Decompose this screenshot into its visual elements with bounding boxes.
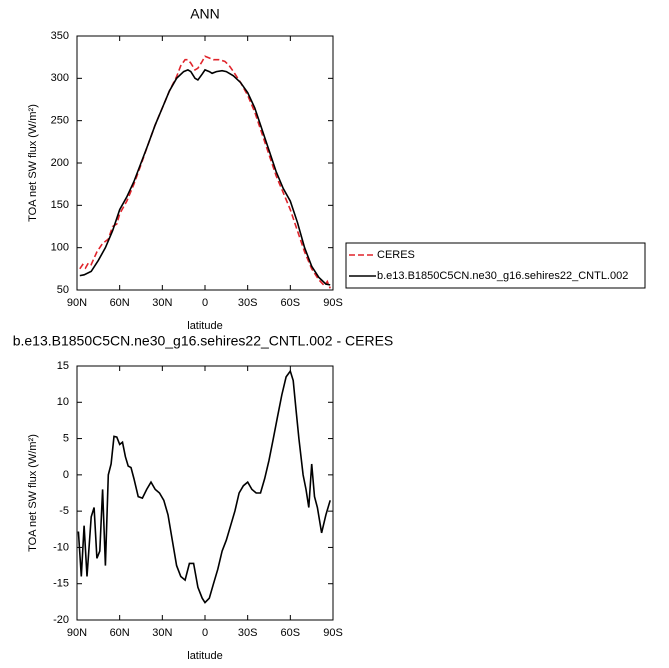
y-tick-label: 250: [51, 115, 69, 127]
y-axis-label: TOA net SW flux (W/m²): [27, 104, 39, 222]
x-tick-label: 60N: [110, 297, 130, 309]
x-tick-label: 90S: [323, 297, 343, 309]
y-tick-label: 50: [57, 284, 69, 296]
legend-label: CERES: [377, 249, 415, 261]
plot-frame: [76, 365, 334, 621]
x-tick-label: 0: [202, 627, 208, 639]
x-tick-label: 60S: [281, 297, 301, 309]
y-tick-label: 10: [57, 396, 69, 408]
x-tick-label: 30S: [238, 627, 258, 639]
x-axis-label: latitude: [187, 650, 222, 662]
data-line: [79, 55, 331, 289]
legend-label: b.e13.B1850C5CN.ne30_g16.sehires22_CNTL.…: [377, 270, 628, 282]
data-line: [79, 68, 331, 286]
y-tick-label: -10: [53, 541, 69, 553]
y-tick-label: -5: [59, 505, 69, 517]
x-tick-label: 30N: [152, 627, 172, 639]
x-tick-label: 30S: [238, 297, 258, 309]
x-tick-label: 0: [202, 297, 208, 309]
x-tick-label: 90S: [323, 627, 343, 639]
y-tick-label: 300: [51, 72, 69, 84]
x-tick-label: 60N: [110, 627, 130, 639]
y-axis-label: TOA net SW flux (W/m²): [27, 434, 39, 552]
y-tick-label: 200: [51, 157, 69, 169]
chart-title: ANN: [190, 6, 220, 22]
legend-box: [345, 242, 646, 289]
data-line: [77, 369, 331, 604]
x-axis-label: latitude: [187, 320, 222, 332]
y-tick-label: 15: [57, 360, 69, 372]
x-tick-label: 30N: [152, 297, 172, 309]
y-tick-label: -15: [53, 578, 69, 590]
y-tick-label: 5: [63, 432, 69, 444]
y-tick-label: 150: [51, 199, 69, 211]
y-tick-label: 0: [63, 469, 69, 481]
y-tick-label: 350: [51, 30, 69, 42]
y-tick-label: 100: [51, 242, 69, 254]
plot-frame: [76, 35, 334, 291]
chart-title: b.e13.B1850C5CN.ne30_g16.sehires22_CNTL.…: [13, 333, 394, 349]
x-tick-label: 90N: [67, 627, 87, 639]
x-tick-label: 90N: [67, 297, 87, 309]
y-tick-label: -20: [53, 614, 69, 626]
x-tick-label: 60S: [281, 627, 301, 639]
